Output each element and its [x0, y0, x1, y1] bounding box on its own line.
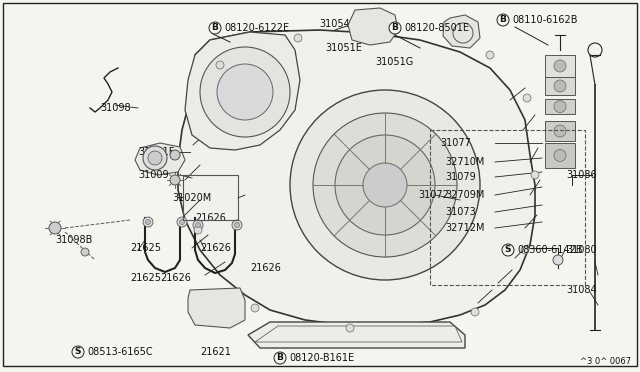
Circle shape [170, 150, 180, 160]
Text: 31080: 31080 [566, 245, 596, 255]
Circle shape [170, 175, 180, 185]
Text: 21621: 21621 [200, 347, 231, 357]
Circle shape [177, 217, 187, 227]
Circle shape [554, 100, 566, 112]
Text: 31086: 31086 [566, 170, 596, 180]
Circle shape [145, 219, 150, 224]
Polygon shape [248, 322, 465, 348]
Bar [430, 130, 585, 285]
Polygon shape [135, 143, 185, 175]
Circle shape [554, 125, 566, 137]
Circle shape [531, 171, 539, 179]
Circle shape [274, 352, 286, 364]
Text: 21625: 21625 [130, 243, 161, 253]
Text: 21625: 21625 [130, 273, 161, 283]
Polygon shape [178, 30, 535, 325]
Text: 31051G: 31051G [375, 57, 413, 67]
Text: 08120-6122E: 08120-6122E [224, 23, 289, 33]
Text: 21626: 21626 [160, 273, 191, 283]
Circle shape [216, 61, 224, 69]
Bar [545, 55, 575, 77]
Text: B: B [392, 23, 399, 32]
Text: 31098: 31098 [100, 103, 131, 113]
Text: 21626: 21626 [195, 213, 226, 223]
Bar [183, 175, 238, 220]
Circle shape [523, 94, 531, 102]
Polygon shape [185, 32, 300, 150]
Circle shape [363, 163, 407, 207]
Text: 32710M: 32710M [445, 157, 484, 167]
Bar [545, 121, 575, 141]
Text: B: B [500, 16, 506, 25]
Circle shape [389, 22, 401, 34]
Text: 08120-B161E: 08120-B161E [289, 353, 354, 363]
Circle shape [553, 255, 563, 265]
Text: 32712M: 32712M [445, 223, 484, 233]
Bar [545, 77, 575, 95]
Circle shape [81, 248, 89, 256]
Text: B: B [212, 23, 218, 32]
Text: 08120-8501E: 08120-8501E [404, 23, 469, 33]
Circle shape [49, 222, 61, 234]
Circle shape [290, 90, 480, 280]
Circle shape [200, 47, 290, 137]
Text: 08360-6142B: 08360-6142B [517, 245, 582, 255]
Circle shape [346, 324, 354, 332]
Circle shape [194, 226, 202, 234]
Text: 31072: 31072 [418, 190, 449, 200]
Polygon shape [348, 8, 398, 45]
Text: 32709M: 32709M [445, 190, 484, 200]
Text: 21626: 21626 [250, 263, 281, 273]
Circle shape [554, 150, 566, 161]
Polygon shape [188, 288, 245, 328]
Text: B: B [276, 353, 284, 362]
Circle shape [251, 304, 259, 312]
Text: 31079: 31079 [445, 172, 476, 182]
Text: 21626: 21626 [200, 243, 231, 253]
Text: ^3 0^ 0067: ^3 0^ 0067 [580, 357, 631, 366]
Text: 31084: 31084 [566, 285, 596, 295]
Circle shape [209, 22, 221, 34]
Circle shape [521, 246, 529, 254]
Circle shape [232, 220, 242, 230]
Circle shape [217, 64, 273, 120]
Circle shape [193, 220, 203, 230]
Circle shape [335, 135, 435, 235]
Circle shape [313, 113, 457, 257]
Text: 31073: 31073 [445, 207, 476, 217]
Bar [545, 143, 575, 168]
Text: 31077: 31077 [440, 138, 471, 148]
Circle shape [179, 219, 184, 224]
Text: S: S [75, 347, 81, 356]
Text: 31051E: 31051E [325, 43, 362, 53]
Circle shape [234, 222, 239, 228]
Text: 08513-6165C: 08513-6165C [87, 347, 152, 357]
Circle shape [294, 34, 302, 42]
Circle shape [72, 346, 84, 358]
Circle shape [554, 60, 566, 72]
Text: 31051F: 31051F [138, 147, 174, 157]
Bar [545, 99, 575, 114]
Circle shape [497, 14, 509, 26]
Circle shape [195, 222, 200, 228]
Text: 31009: 31009 [138, 170, 168, 180]
Text: 31054: 31054 [319, 19, 350, 29]
Circle shape [471, 308, 479, 316]
Circle shape [502, 244, 514, 256]
Circle shape [143, 217, 153, 227]
Polygon shape [443, 15, 480, 48]
Circle shape [554, 80, 566, 92]
Text: 31020M: 31020M [172, 193, 211, 203]
Text: 08110-6162B: 08110-6162B [512, 15, 577, 25]
Text: S: S [505, 246, 511, 254]
Circle shape [486, 51, 494, 59]
Circle shape [143, 146, 167, 170]
Circle shape [148, 151, 162, 165]
Text: 31098B: 31098B [55, 235, 92, 245]
